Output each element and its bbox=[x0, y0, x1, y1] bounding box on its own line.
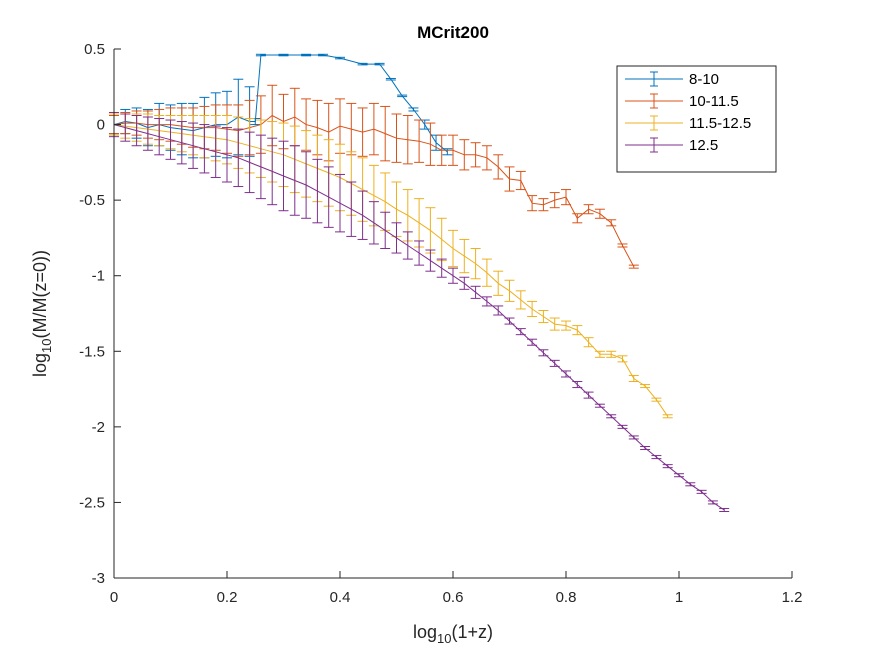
legend-box bbox=[616, 65, 777, 173]
series-line bbox=[113, 124, 669, 417]
x-tick-label: 0 bbox=[110, 589, 118, 606]
x-tick-label: 1.2 bbox=[782, 589, 803, 606]
legend-label: 11.5-12.5 bbox=[689, 115, 751, 132]
y-axis-label-rest: (M/M(z=0)) bbox=[30, 250, 50, 339]
y-tick-label: -3 bbox=[92, 570, 105, 587]
legend-label: 8-10 bbox=[689, 71, 719, 88]
y-tick-label: 0 bbox=[97, 117, 105, 134]
x-tick-label: 1 bbox=[675, 589, 683, 606]
series-line bbox=[113, 124, 725, 511]
y-tick-label: -1.5 bbox=[79, 343, 105, 360]
x-axis-label-base: log bbox=[413, 622, 437, 642]
y-axis-label-subscript: 10 bbox=[39, 339, 54, 353]
y-tick-label: -0.5 bbox=[79, 192, 105, 209]
legend: 8-10 10-11.5 11.5-12.5 12.5 bbox=[616, 65, 777, 173]
series-layer bbox=[109, 53, 730, 512]
x-tick-label: 0.2 bbox=[217, 589, 238, 606]
legend-entry: 12.5 bbox=[625, 137, 718, 154]
x-tick-label: 0.4 bbox=[330, 589, 351, 606]
legend-entry: 10-11.5 bbox=[625, 93, 739, 110]
chart-title: MCrit200 bbox=[417, 23, 489, 42]
x-axis-label: log10(1+z) bbox=[413, 622, 493, 646]
legend-label: 10-11.5 bbox=[689, 93, 739, 110]
series-line bbox=[113, 114, 635, 267]
y-tick-label: 0.5 bbox=[84, 41, 105, 58]
x-axis-label-subscript: 10 bbox=[437, 631, 451, 646]
y-tick-label: -2 bbox=[92, 419, 105, 436]
series-2 bbox=[109, 84, 639, 269]
legend-entry: 11.5-12.5 bbox=[625, 115, 751, 132]
legend-entry: 8-10 bbox=[625, 71, 719, 88]
series-line bbox=[113, 54, 448, 153]
y-axis-label-base: log bbox=[30, 353, 50, 377]
x-axis-label-rest: (1+z) bbox=[451, 622, 493, 642]
y-tick-label: -1 bbox=[92, 268, 105, 285]
x-tick-label: 0.8 bbox=[556, 589, 577, 606]
x-tick-label: 0.6 bbox=[443, 589, 464, 606]
y-axis-label: log10(M/M(z=0)) bbox=[30, 250, 54, 377]
legend-label: 12.5 bbox=[689, 137, 718, 154]
axes-layer: 0 0.2 0.4 0.6 0.8 1 1.2 -3 -2.5 -2 -1.5 -1 -0.5 0 0.5 bbox=[79, 41, 802, 606]
y-tick-label: -2.5 bbox=[79, 494, 105, 511]
